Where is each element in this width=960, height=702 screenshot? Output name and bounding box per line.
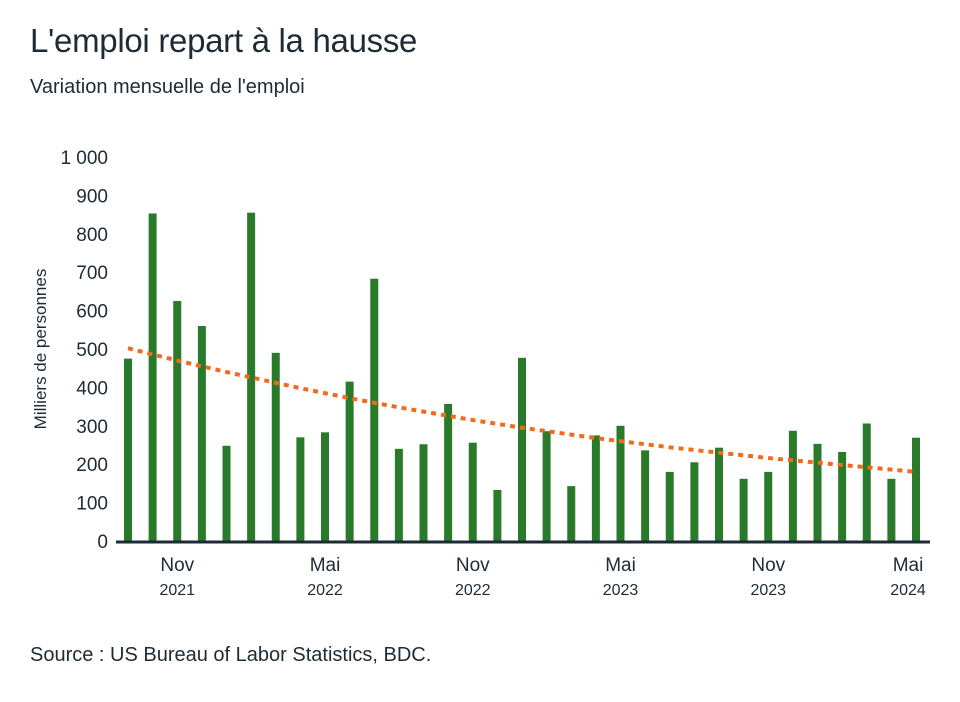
x-tick-month: Nov [160,555,194,576]
x-axis-ticks: Nov 2021 Mai 2022 Nov 2022 Mai 2023 Nov 2023 Mai 20… [159,555,925,599]
bar [370,278,379,541]
x-tick-month: Nov [456,555,490,576]
source-note: Source : US Bureau of Labor Statistics, … [30,644,432,666]
trend-line [127,346,917,474]
bar [838,451,847,541]
chart-subtitle: Variation mensuelle de l'emploi [30,76,305,98]
bar [887,478,896,541]
bar [222,445,231,541]
bar [567,486,576,541]
x-tick-year: 2024 [890,582,926,599]
bar [912,437,920,541]
bar [641,450,650,541]
bar-chart: Milliers de personnes 0 100 200 300 400 500 60… [31,148,930,599]
bar [419,444,428,541]
y-tick-label: 0 [97,532,108,553]
bar [394,448,403,541]
y-tick-label: 200 [76,455,108,476]
y-tick-label: 300 [76,417,108,438]
bar [493,489,502,541]
bar [813,443,822,541]
x-tick-month: Mai [893,555,924,576]
y-tick-label: 700 [76,263,108,284]
bar [321,432,329,541]
x-tick-month: Mai [605,555,636,576]
y-tick-label: 100 [76,494,108,515]
y-tick-label: 600 [76,302,108,323]
x-tick-year: 2022 [307,582,343,599]
bar [542,431,551,541]
y-tick-label: 800 [76,225,108,246]
bar [296,437,305,541]
y-tick-label: 400 [76,378,108,399]
bar [444,403,453,541]
y-tick-label: 500 [76,340,108,361]
bar [518,357,526,541]
x-tick-year: 2021 [159,582,195,599]
trend-line-path [127,346,917,474]
y-axis-label: Milliers de personnes [31,269,50,430]
x-tick-month: Mai [310,555,341,576]
bar [788,430,797,541]
bar [247,212,256,541]
x-tick-month: Nov [751,555,785,576]
bar [468,442,477,541]
bar [690,462,699,541]
bar [862,423,871,541]
bar [345,381,354,541]
y-tick-label: 900 [76,186,108,207]
bar-series [124,212,920,541]
bar [271,352,280,541]
bar [616,425,625,541]
bar [764,471,773,541]
bar [197,325,206,541]
bar [591,435,600,541]
bar [739,478,748,541]
y-axis-ticks: 0 100 200 300 400 500 600 700 800 900 1 000 [60,148,108,553]
bar [124,358,132,541]
bar [715,447,723,541]
x-tick-year: 2023 [603,582,639,599]
bar [148,213,157,541]
bar [665,471,674,541]
x-tick-year: 2023 [750,582,786,599]
bar [173,301,182,541]
y-tick-label: 1 000 [60,148,108,169]
chart-title: L'emploi repart à la hausse [30,22,418,59]
x-tick-year: 2022 [455,582,491,599]
